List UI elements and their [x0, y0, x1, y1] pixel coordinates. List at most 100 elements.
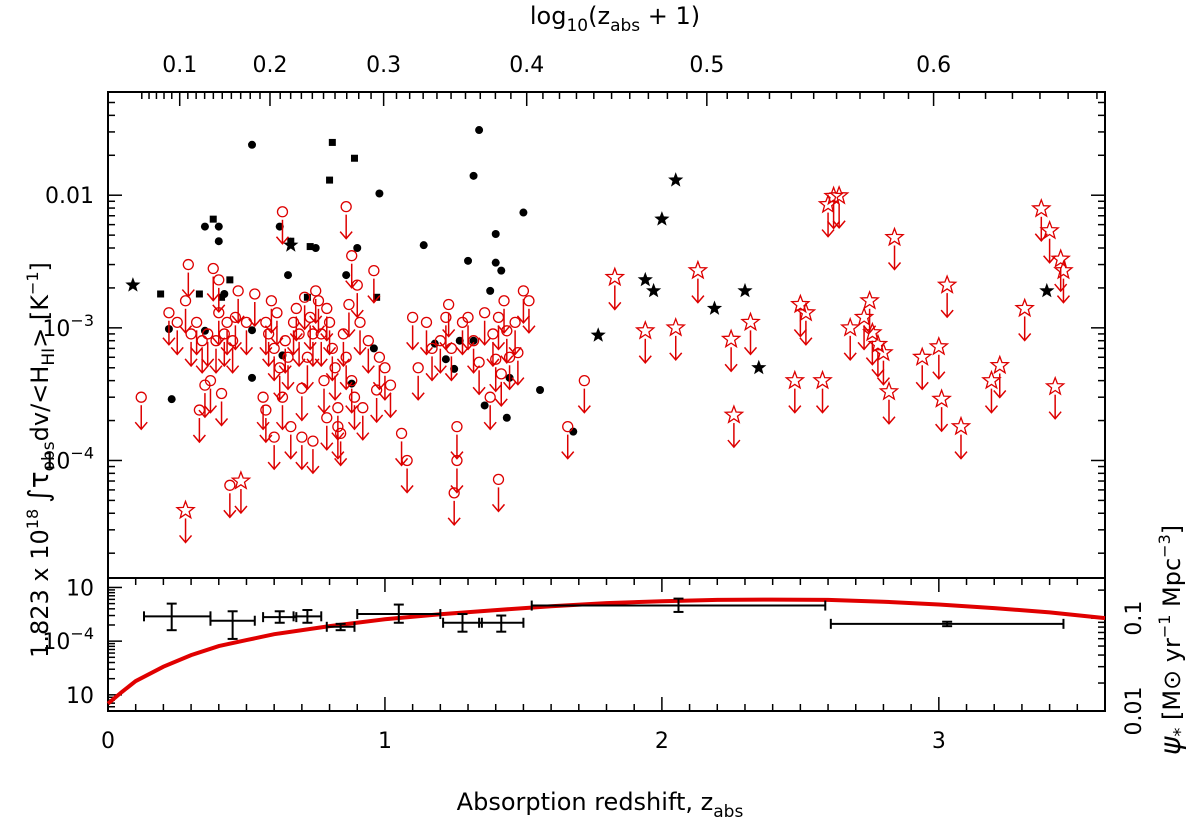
upper-limit-arrowhead [192, 434, 206, 444]
upper-limit-arrowhead [223, 509, 237, 519]
detection-star [1039, 282, 1055, 298]
upper-limit-star [828, 184, 850, 205]
upper-limit-point [193, 404, 206, 416]
upper-limit-arrowhead [843, 352, 857, 361]
upper-limit-arrowhead [339, 231, 353, 240]
upper-limit-point [490, 353, 502, 365]
upper-limit-arrowhead [317, 405, 331, 414]
detection-square [326, 176, 334, 184]
upper-limit-point [135, 391, 147, 403]
upper-limit-star [839, 316, 861, 337]
upper-limit-star [665, 316, 687, 337]
upper-limit-star [795, 301, 817, 322]
detection-square [209, 215, 217, 223]
upper-limit-point [190, 316, 203, 329]
binned-mean-point [262, 610, 298, 624]
detection-star [637, 271, 653, 287]
upper-limit-arrowhead [372, 381, 386, 391]
binned-mean-point [325, 621, 356, 632]
upper-limit-point [368, 264, 380, 277]
upper-limit-point [445, 342, 458, 355]
detection-square [350, 154, 358, 162]
upper-limit-arrowhead [239, 346, 254, 356]
upper-limit-arrowhead [336, 358, 350, 368]
upper-limit-arrowhead [178, 534, 193, 544]
upper-limit-star [936, 274, 958, 294]
upper-limit-arrowhead [292, 358, 306, 368]
upper-limit-arrowhead [267, 461, 281, 471]
upper-limit-arrowhead [314, 358, 328, 368]
x-tick-label: 2 [655, 729, 669, 754]
upper-limit-arrowhead [198, 409, 212, 419]
upper-limit-point [340, 200, 352, 213]
upper-limit-arrowhead [325, 372, 339, 382]
upper-limit-star [859, 289, 880, 310]
upper-limit-arrowhead [865, 357, 879, 366]
detection-star [646, 282, 662, 298]
upper-limit-point [296, 382, 308, 394]
upper-limit-arrowhead [262, 358, 276, 368]
upper-limit-arrowhead [228, 341, 242, 351]
upper-limit-arrowhead [1048, 411, 1062, 420]
upper-limit-star [931, 388, 952, 408]
upper-limit-point [426, 342, 438, 355]
upper-limit-point [307, 435, 319, 447]
upper-limit-point [163, 307, 175, 319]
upper-limit-point [271, 307, 283, 319]
detection-point [200, 222, 209, 231]
upper-limit-arrowhead [1056, 295, 1071, 304]
binned-mean-point [356, 603, 442, 624]
upper-limit-point [562, 420, 574, 433]
upper-limit-arrowhead [201, 358, 215, 368]
upper-limit-arrowhead [503, 381, 517, 391]
upper-limit-point [218, 328, 230, 340]
upper-limit-arrowhead [433, 365, 447, 374]
upper-limit-arrowhead [212, 337, 226, 346]
upper-limit-star [1030, 197, 1052, 218]
upper-limit-arrowhead [134, 421, 148, 431]
upper-limit-point [296, 431, 308, 443]
upper-limit-arrowhead [345, 280, 359, 289]
upper-limit-arrowhead [871, 368, 885, 378]
upper-limit-point [312, 295, 325, 307]
upper-limit-arrowhead [206, 293, 220, 302]
upper-limit-arrowhead [322, 346, 337, 356]
upper-limit-arrowhead [821, 229, 835, 238]
upper-limit-arrowhead [793, 329, 807, 338]
x-tick-label: 3 [932, 729, 946, 754]
detection-point [536, 385, 545, 394]
binned-mean-point [478, 614, 525, 633]
upper-limit-arrowhead [461, 341, 475, 351]
upper-limit-star [812, 369, 833, 390]
upper-limit-arrowhead [577, 405, 591, 414]
upper-limit-arrowhead [331, 451, 345, 460]
upper-limit-point [512, 347, 524, 359]
upper-limit-arrowhead [516, 315, 530, 325]
detection-point [311, 243, 320, 252]
upper-limit-arrowhead [932, 371, 946, 380]
upper-limit-arrowhead [984, 405, 999, 414]
upper-limit-arrowhead [455, 346, 470, 356]
top-x-tick-label: 0.2 [252, 53, 287, 78]
upper-limit-point [523, 295, 535, 307]
upper-limit-arrowhead [1018, 332, 1032, 342]
detection-point [480, 401, 489, 410]
top-axis-title: log10(zabs + 1) [530, 2, 700, 36]
upper-limit-arrowhead [350, 309, 364, 319]
upper-limit-point [487, 328, 499, 340]
upper-limit-arrowhead [190, 346, 204, 356]
upper-limit-arrowhead [361, 365, 375, 374]
upper-limit-arrowhead [608, 301, 622, 311]
upper-limit-arrowhead [367, 295, 381, 304]
upper-limit-arrowhead [275, 236, 290, 245]
upper-limit-arrowhead [915, 381, 929, 391]
upper-limit-arrowhead [724, 363, 738, 373]
upper-limit-arrowhead [444, 372, 458, 382]
upper-limit-arrowhead [311, 325, 326, 334]
upper-limit-star [1039, 219, 1060, 240]
upper-limit-arrowhead [212, 304, 226, 314]
upper-limit-arrowhead [511, 377, 525, 386]
upper-limit-arrowhead [209, 365, 223, 374]
detection-square [157, 290, 165, 298]
upper-limit-star [687, 259, 709, 280]
